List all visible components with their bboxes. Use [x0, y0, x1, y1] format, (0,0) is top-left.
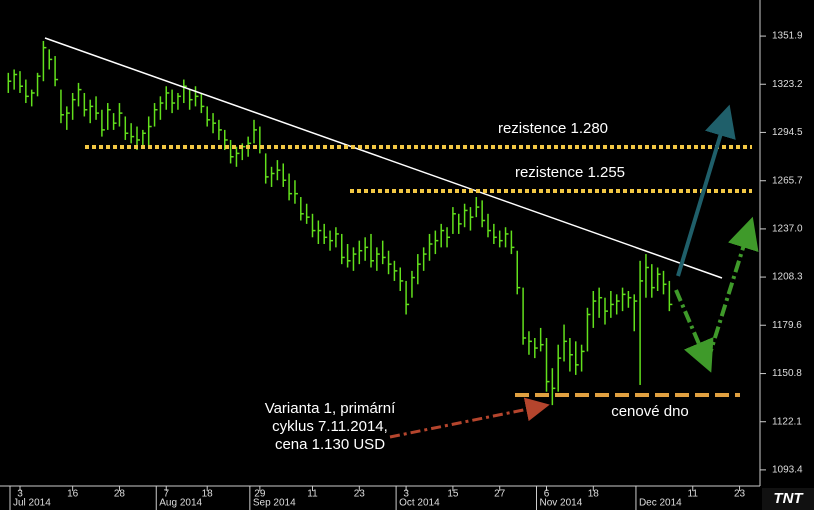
annotation: Varianta 1, primární [265, 400, 396, 417]
y-tick-label: 1208.3 [772, 272, 803, 283]
up-arrow [676, 104, 736, 277]
x-tick-label: 23 [734, 489, 746, 500]
x-tick-label: 18 [202, 489, 214, 500]
x-tick-label: 28 [114, 489, 126, 500]
y-tick-label: 1294.5 [772, 127, 803, 138]
plot-area [7, 40, 673, 406]
month-label: Nov 2014 [540, 498, 583, 509]
x-tick-label: 29 [254, 489, 266, 500]
trend-line [44, 37, 723, 279]
annotation: rezistence 1.255 [515, 164, 625, 181]
x-tick-label: 3 [403, 489, 409, 500]
x-tick-label: 7 [163, 489, 169, 500]
x-tick-label: 27 [494, 489, 506, 500]
y-tick-label: 1093.4 [772, 465, 803, 476]
annotation: rezistence 1.280 [498, 120, 608, 137]
x-tick-label: 23 [354, 489, 366, 500]
x-tick-label: 6 [544, 489, 550, 500]
logo: TNT [773, 490, 804, 507]
y-tick-label: 1237.0 [772, 224, 803, 235]
month-label: Aug 2014 [159, 498, 202, 509]
y-tick-label: 1265.7 [772, 175, 803, 186]
y-tick-label: 1122.1 [772, 416, 802, 427]
y-tick-label: 1351.9 [772, 31, 803, 42]
month-label: Oct 2014 [399, 498, 440, 509]
month-label: Dec 2014 [639, 498, 682, 509]
month-label: Sep 2014 [253, 498, 296, 509]
x-tick-label: 18 [588, 489, 600, 500]
x-tick-label: 16 [67, 489, 79, 500]
x-tick-label: 15 [447, 489, 459, 500]
annotation: cyklus 7.11.2014, [272, 418, 388, 435]
annotation: cena 1.130 USD [275, 436, 385, 453]
y-tick-label: 1323.2 [772, 79, 803, 90]
x-tick-label: 3 [17, 489, 23, 500]
y-tick-label: 1179.6 [772, 320, 802, 331]
x-tick-label: 11 [688, 489, 699, 500]
x-tick-label: 11 [307, 489, 318, 500]
logo-box [762, 488, 814, 510]
annotation: cenové dno [611, 403, 689, 420]
y-tick-label: 1150.8 [772, 368, 802, 379]
pointer-arrow [389, 397, 550, 439]
month-label: Jul 2014 [13, 498, 51, 509]
